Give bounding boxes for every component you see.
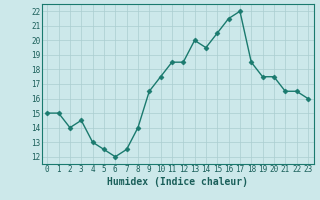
X-axis label: Humidex (Indice chaleur): Humidex (Indice chaleur) <box>107 177 248 187</box>
